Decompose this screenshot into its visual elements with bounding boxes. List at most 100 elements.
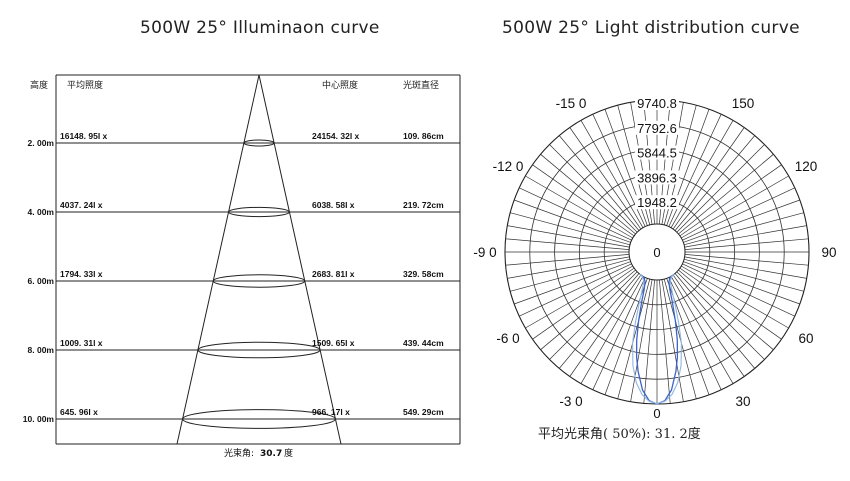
angle-label: -9 0 — [473, 245, 496, 260]
illuminance-chart-title: 500W 25° Illuminaon curve — [140, 18, 380, 38]
ring-label-bg — [635, 195, 679, 210]
angle-label: -3 0 — [559, 394, 582, 409]
polar-spoke — [682, 263, 795, 317]
angle-label: 150 — [732, 96, 755, 111]
angle-label: 120 — [795, 159, 818, 174]
polar-spoke — [679, 267, 782, 340]
polar-spoke — [679, 164, 782, 237]
polar-spoke — [525, 265, 633, 329]
polar-spoke — [672, 127, 745, 230]
row-distance-label: 6. 00m — [28, 276, 55, 286]
polar-spoke — [507, 225, 630, 248]
polar-spoke — [674, 273, 755, 369]
polar-spoke — [569, 274, 642, 377]
polar-spoke — [678, 154, 774, 235]
row-average-illuminance: 645. 96l x — [60, 407, 98, 417]
beam-angle-label: 光束角: — [224, 447, 254, 459]
ring-label-bg — [635, 96, 679, 110]
row-average-illuminance: 1009. 31l x — [60, 338, 103, 348]
distribution-curve-1 — [632, 273, 682, 405]
polar-spoke — [549, 271, 638, 360]
polar-spoke — [668, 277, 722, 390]
ring-value-label: 9740.8 — [637, 96, 677, 111]
row-average-illuminance: 16148. 95l x — [60, 131, 108, 141]
header-distance: 高度 — [30, 79, 48, 91]
polar-spoke — [630, 279, 653, 402]
cone-right-edge — [258, 74, 342, 445]
polar-spoke — [674, 135, 755, 231]
row-spot-diameter: 549. 29cm — [403, 407, 444, 417]
polar-spoke — [580, 120, 644, 228]
row-distance-label: 10. 00m — [23, 414, 55, 424]
angle-label: 30 — [735, 394, 750, 409]
ring-value-label: 5844.5 — [637, 146, 677, 161]
ring-label-bg — [635, 170, 679, 185]
row-center-illuminance: 24154. 32l x — [312, 131, 360, 141]
polar-spoke — [661, 279, 684, 402]
polar-spoke — [505, 254, 630, 266]
ring-value-label: 1948.2 — [637, 195, 677, 210]
polar-spoke — [532, 267, 635, 340]
average-beam-angle-text: 平均光束角( 50%): 31. 2度 — [538, 426, 701, 442]
polar-spoke — [682, 187, 795, 241]
angle-label: 90 — [821, 245, 836, 260]
row-average-illuminance: 4037. 24l x — [60, 200, 103, 210]
cone-left-edge — [176, 74, 260, 445]
polar-spoke — [670, 120, 734, 228]
polar-spoke — [519, 187, 632, 241]
row-spot-diameter: 109. 86cm — [403, 131, 444, 141]
polar-spoke — [510, 258, 631, 292]
illuminance-cone-chart: 高度 平均照度 中心照度 光斑直径 2. 00m 16148. 95l x 2415… — [23, 74, 461, 459]
polar-spoke — [540, 269, 636, 350]
polar-spoke — [670, 276, 734, 384]
polar-spoke — [540, 154, 636, 235]
header-average-illuminance: 平均照度 — [67, 79, 103, 91]
polar-spoke — [684, 256, 807, 279]
polar-spoke — [507, 256, 630, 279]
angle-label: -12 0 — [493, 159, 524, 174]
row-center-illuminance: 2683. 81l x — [312, 269, 355, 279]
polar-spoke — [592, 277, 646, 390]
illuminance-rows: 2. 00m 16148. 95l x 24154. 32l x 109. 86cm 4… — [23, 75, 461, 445]
beam-angle-value: 30.7 — [260, 449, 282, 459]
header-center-illuminance: 中心照度 — [322, 79, 358, 91]
polar-spoke — [559, 135, 640, 231]
polar-spoke — [676, 144, 765, 233]
polar-spoke — [683, 199, 800, 243]
polar-distribution-chart: 9740.8 7792.6 5844.5 3896.3 1948.2 -15 0 150 -1… — [473, 96, 837, 421]
row-spot-diameter: 439. 44cm — [403, 338, 444, 348]
ring-value-label: 7792.6 — [637, 121, 677, 136]
polar-spoke — [681, 175, 789, 239]
angle-label: -15 0 — [556, 96, 587, 111]
polar-spoke — [643, 279, 655, 404]
polar-spoke — [684, 238, 809, 250]
polar-spoke — [681, 265, 789, 329]
polar-spoke — [683, 261, 800, 305]
row-center-illuminance: 6038. 58l x — [312, 200, 355, 210]
row-spot-diameter: 329. 58cm — [403, 269, 444, 279]
row-average-illuminance: 1794. 33l x — [60, 269, 103, 279]
row-distance-label: 4. 00m — [28, 207, 55, 217]
ring-label-bg — [635, 120, 679, 135]
polar-spoke — [678, 269, 774, 350]
polar-spoke — [505, 238, 630, 250]
polar-spoke — [683, 258, 804, 292]
polar-spoke — [525, 175, 633, 239]
polar-spoke — [514, 199, 631, 243]
beam-angle-unit: 度 — [284, 447, 293, 459]
polar-spoke — [672, 274, 745, 377]
polar-spoke — [559, 273, 640, 369]
ring-label-bg — [635, 145, 679, 160]
polar-spoke — [684, 225, 807, 248]
bottom-zero-label: 0 — [653, 406, 660, 421]
polar-spoke — [676, 271, 765, 360]
polar-inner-circle — [628, 223, 686, 281]
polar-spoke — [684, 254, 809, 266]
polar-spoke — [663, 278, 697, 399]
angle-label: -6 0 — [496, 331, 519, 346]
distribution-chart-title: 500W 25° Light distribution curve — [502, 18, 800, 38]
angle-label: 60 — [798, 331, 813, 346]
center-zero-label: 0 — [653, 245, 660, 260]
polar-spoke — [519, 263, 632, 317]
